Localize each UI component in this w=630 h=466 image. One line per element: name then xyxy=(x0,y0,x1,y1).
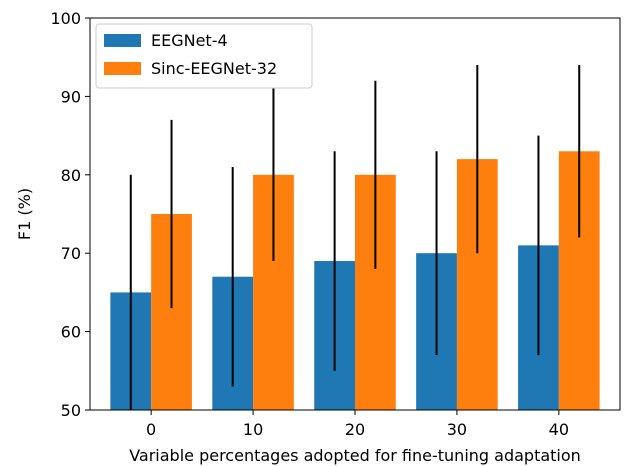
y-axis-ticks: 50 60 70 80 90 100 xyxy=(50,9,90,420)
x-tick-label: 40 xyxy=(549,420,569,439)
x-tick-label: 30 xyxy=(447,420,467,439)
x-axis-ticks: 0 10 20 30 40 xyxy=(146,410,569,439)
x-tick-label: 0 xyxy=(146,420,156,439)
legend-label-sinc-eegnet32: Sinc-EEGNet-32 xyxy=(151,59,277,78)
x-tick-label: 20 xyxy=(345,420,365,439)
legend-swatch-sinc-eegnet32 xyxy=(104,62,141,75)
x-tick-label: 10 xyxy=(243,420,263,439)
y-tick-label: 100 xyxy=(50,9,81,28)
y-tick-label: 70 xyxy=(61,244,81,263)
y-axis-label: F1 (%) xyxy=(15,188,34,240)
legend-swatch-eegnet4 xyxy=(104,34,141,47)
y-tick-label: 90 xyxy=(61,87,81,106)
errorbars-layer xyxy=(129,65,581,410)
legend-label-eegnet4: EEGNet-4 xyxy=(151,31,228,50)
y-tick-label: 80 xyxy=(61,166,81,185)
x-axis-label: Variable percentages adopted for fine-tu… xyxy=(129,446,581,465)
legend-box xyxy=(95,23,313,89)
y-tick-label: 50 xyxy=(61,401,81,420)
legend: EEGNet-4 Sinc-EEGNet-32 xyxy=(95,23,313,89)
y-tick-label: 60 xyxy=(61,323,81,342)
